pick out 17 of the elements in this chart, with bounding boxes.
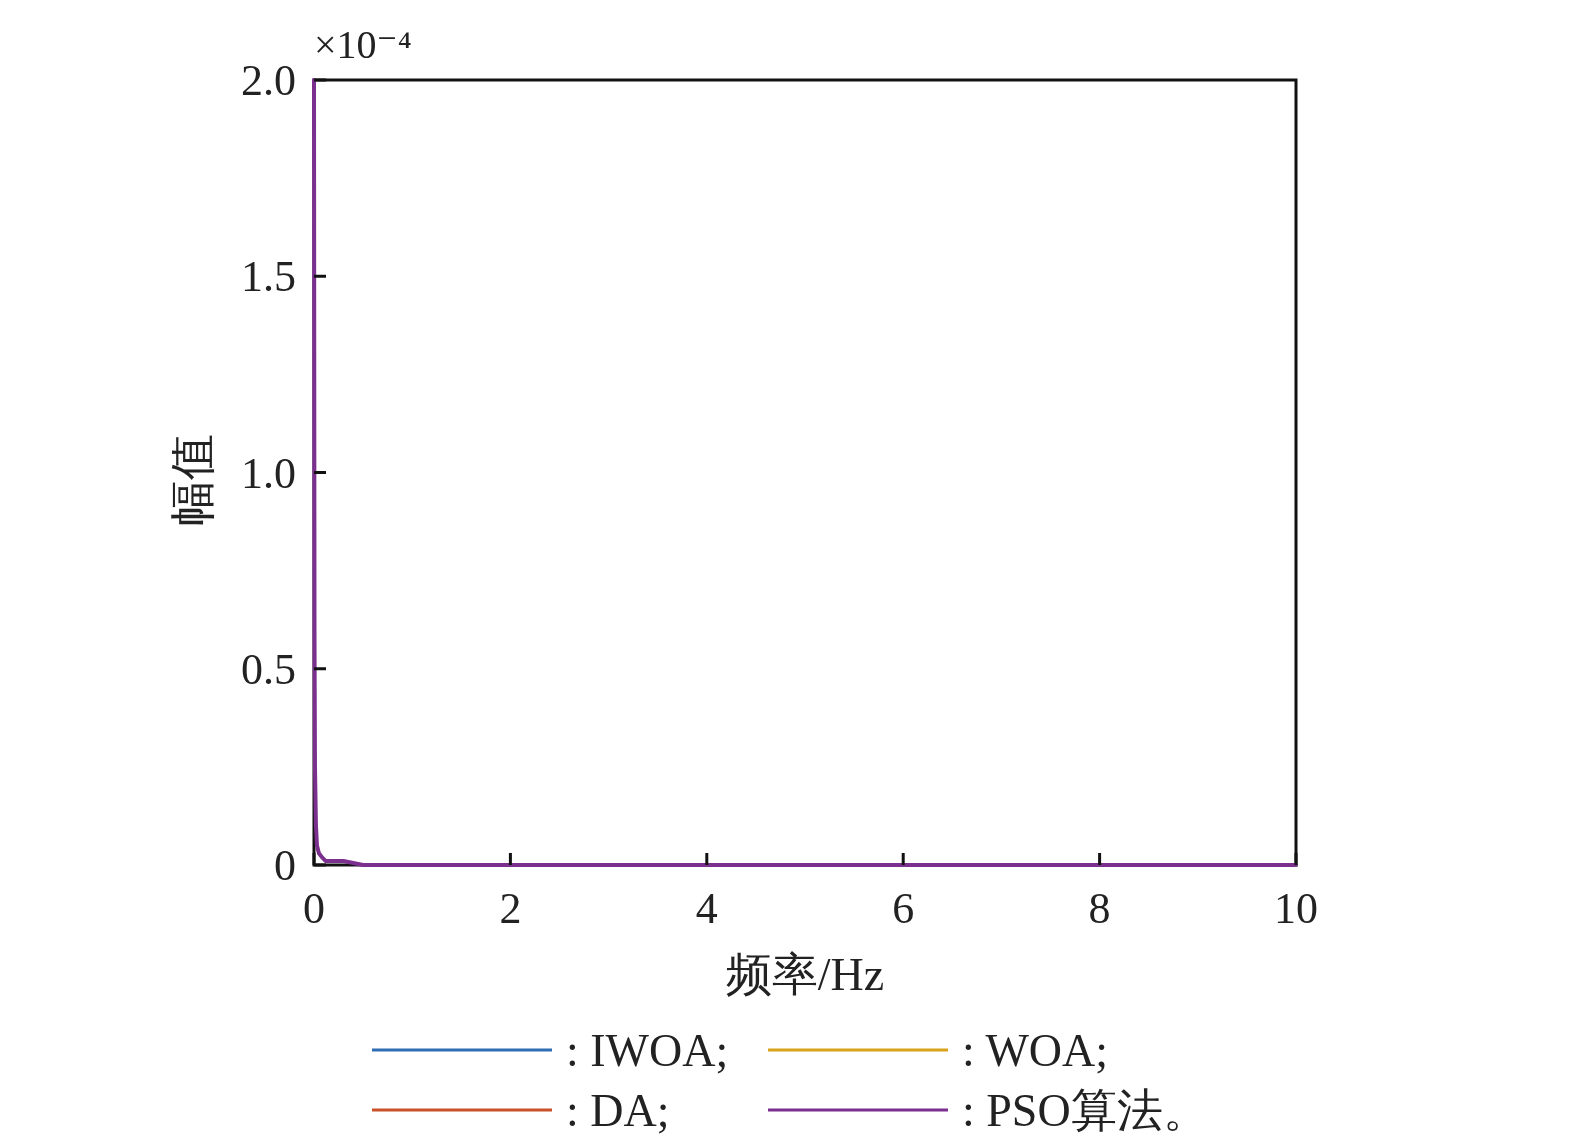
legend-label: : IWOA; <box>566 1025 729 1076</box>
y-axis-title: 幅值 <box>167 434 218 526</box>
legend-label: : PSO算法。 <box>962 1085 1209 1136</box>
x-tick-label: 2 <box>499 884 522 933</box>
x-axis-title: 频率/Hz <box>725 949 885 1000</box>
x-tick-label: 8 <box>1088 884 1111 933</box>
y-tick-label: 1.5 <box>241 252 296 302</box>
y-tick-label: 0.5 <box>241 644 296 694</box>
y-tick-label: 2.0 <box>241 56 296 105</box>
text: ×10⁻⁴ <box>314 22 412 67</box>
legend-label: : WOA; <box>962 1025 1109 1076</box>
x-tick-label: 10 <box>1274 884 1318 933</box>
y-tick-label: 1.0 <box>241 448 296 498</box>
x-tick-label: 6 <box>892 884 915 933</box>
x-tick-label: 4 <box>695 884 718 933</box>
legend-label: : DA; <box>566 1085 670 1136</box>
y-tick-label: 0 <box>274 841 296 890</box>
